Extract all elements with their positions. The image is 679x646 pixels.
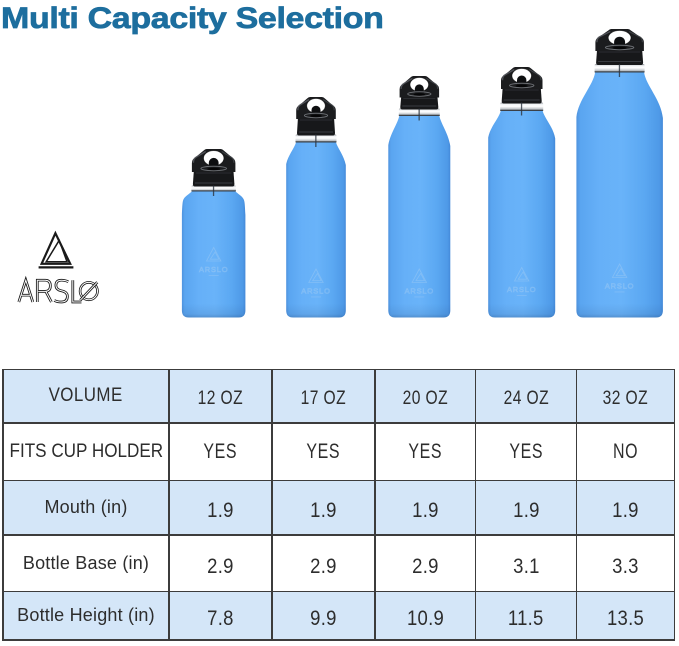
svg-text:ARSLO: ARSLO <box>301 287 330 296</box>
svg-text:ARSLO: ARSLO <box>405 287 434 296</box>
svg-text:ARSLO: ARSLO <box>605 282 634 291</box>
svg-text:ARSLO: ARSLO <box>507 285 536 294</box>
svg-text:ARSLO: ARSLO <box>199 265 228 274</box>
